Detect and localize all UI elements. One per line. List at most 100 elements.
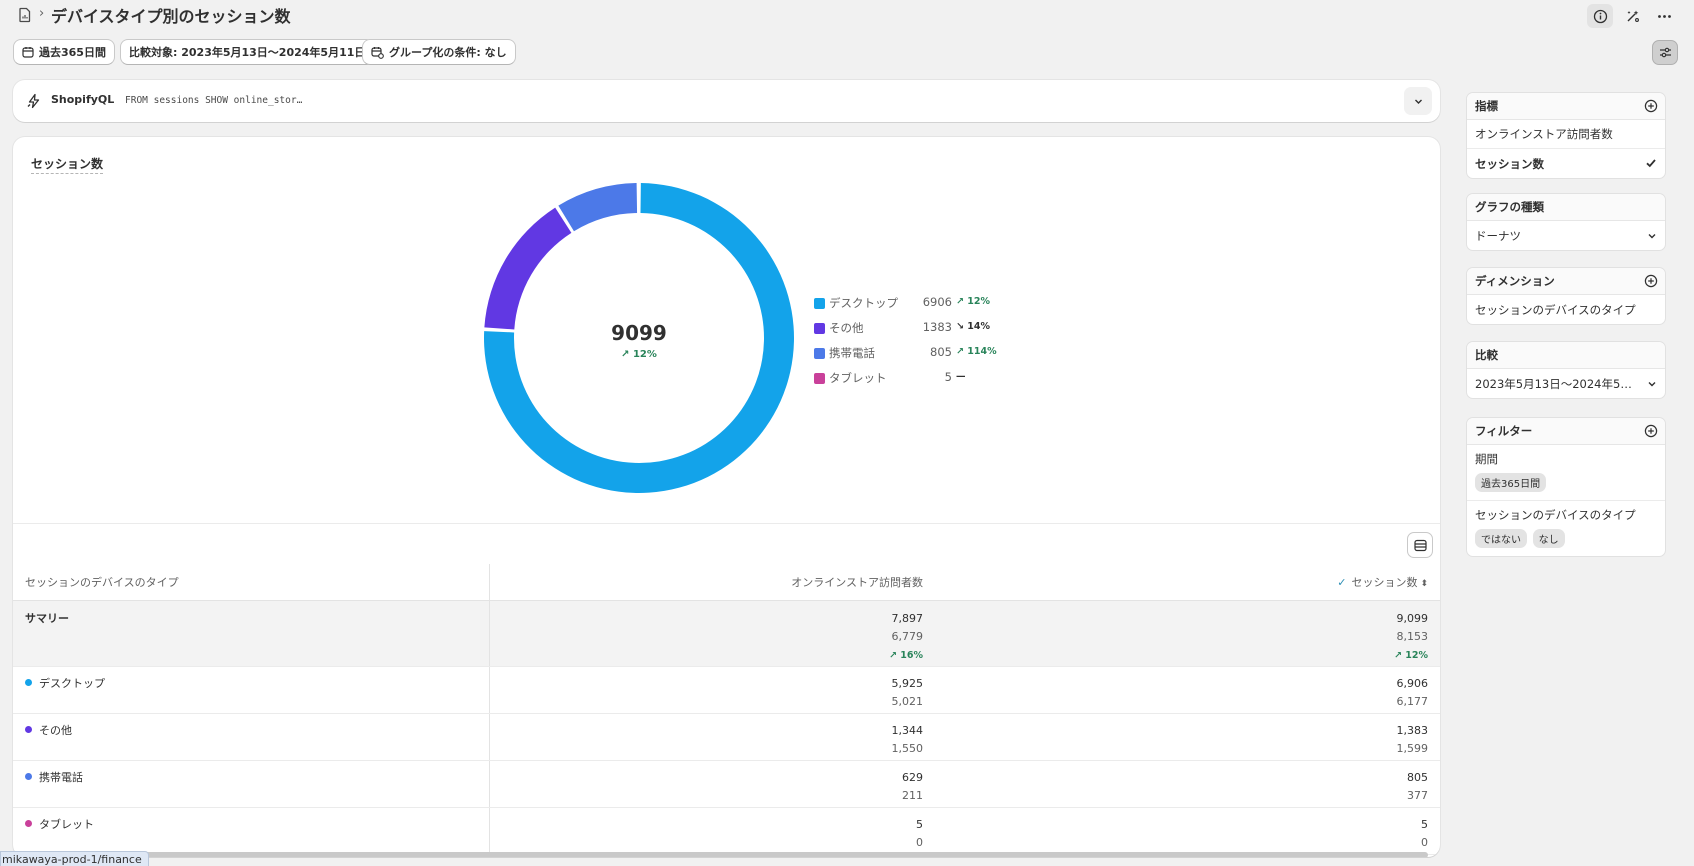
- date-range-button[interactable]: 過去365日間: [13, 39, 115, 65]
- lightning-icon: [26, 93, 42, 112]
- comparison-heading-label: 比較: [1475, 348, 1498, 362]
- expand-query-button[interactable]: [1404, 87, 1432, 115]
- summary-visitors-change: ↗ 16%: [888, 649, 923, 661]
- filter-period-pill[interactable]: 過去365日間: [1475, 473, 1547, 492]
- sessions-previous: 0: [1421, 835, 1428, 849]
- shopifyql-editor[interactable]: ShopifyQL FROM sessions SHOW online_stor…: [13, 80, 1440, 122]
- visitors-previous: 5,021: [891, 694, 924, 708]
- device-type-cell: その他: [13, 713, 490, 761]
- table-view-button[interactable]: [1407, 532, 1433, 558]
- shopifyql-label: ShopifyQL: [51, 93, 115, 106]
- sessions-current: 805: [1407, 770, 1428, 784]
- summary-visitors: 7,897 6,779 ↗ 16%: [489, 600, 935, 667]
- more-actions-button[interactable]: [1651, 4, 1677, 28]
- legend-item[interactable]: 携帯電話 805 ↗ 114%: [814, 345, 1014, 370]
- legend-item[interactable]: デスクトップ 6906 ↗ 12%: [814, 295, 1014, 320]
- chart-type-panel: グラフの種類 ドーナツ: [1466, 193, 1666, 251]
- legend-item[interactable]: タブレット 5 —: [814, 370, 1014, 395]
- legend-swatch: [814, 323, 825, 334]
- device-type-label: 携帯電話: [39, 770, 83, 784]
- sidekick-button[interactable]: [1619, 4, 1645, 28]
- filter-operator-pill[interactable]: ではない: [1475, 529, 1527, 548]
- dimension-panel: ディメンション セッションのデバイスのタイプ: [1466, 267, 1666, 325]
- column-header-visitors-label: オンラインストア訪問者数: [791, 575, 923, 589]
- horizontal-scrollbar[interactable]: [13, 852, 1428, 857]
- dimension-item[interactable]: セッションのデバイスのタイプ: [1467, 295, 1665, 324]
- legend-label: その他: [829, 321, 864, 335]
- table-row[interactable]: デスクトップ 5,925 5,021 6,906 6,177: [13, 666, 1440, 714]
- sessions-current: 5: [1421, 817, 1428, 831]
- chart-type-heading-label: グラフの種類: [1475, 200, 1544, 214]
- table-row[interactable]: その他 1,344 1,550 1,383 1,599: [13, 713, 1440, 761]
- device-type-cell: 携帯電話: [13, 760, 490, 808]
- summary-sessions: 9,099 8,153 ↗ 12%: [935, 600, 1440, 667]
- comparison-select[interactable]: 2023年5月13日〜2024年5月11日: [1467, 369, 1665, 398]
- report-icon[interactable]: [18, 7, 32, 23]
- sessions-previous: 1,599: [1396, 741, 1429, 755]
- filter-device-type[interactable]: セッションのデバイスのタイプ ではない なし: [1467, 501, 1665, 556]
- info-button[interactable]: [1587, 4, 1613, 28]
- sorted-check-icon: ✓: [1337, 575, 1347, 589]
- metric-item-visitors[interactable]: オンラインストア訪問者数: [1467, 120, 1665, 149]
- comparison-value: 2023年5月13日〜2024年5月11日: [1475, 376, 1639, 391]
- sidebar-toggle-button[interactable]: [1652, 40, 1678, 65]
- add-dimension-icon[interactable]: [1644, 274, 1658, 288]
- legend-change: ↗ 12%: [956, 296, 991, 307]
- filter-panel: フィルター 期間 過去365日間 セッションのデバイスのタイプ ではない なし: [1466, 417, 1666, 557]
- device-type-cell: デスクトップ: [13, 666, 490, 714]
- summary-visitors-change-value: 16%: [900, 649, 923, 661]
- chart-type-select[interactable]: ドーナツ: [1467, 221, 1665, 250]
- donut-chart: [484, 183, 794, 493]
- column-header-device-type[interactable]: セッションのデバイスのタイプ: [13, 564, 490, 601]
- donut-slice[interactable]: [484, 207, 572, 330]
- metrics-heading: 指標: [1467, 93, 1665, 120]
- legend-value: 805: [930, 345, 952, 359]
- grouping-button[interactable]: グループ化の条件: なし: [362, 39, 516, 65]
- legend-change: ↗ 114%: [956, 346, 997, 357]
- summary-visitors-current: 7,897: [891, 611, 924, 625]
- summary-visitors-previous: 6,779: [891, 629, 924, 643]
- table-row[interactable]: タブレット 5 0 5 0: [13, 807, 1440, 855]
- visitors-previous: 1,550: [891, 741, 924, 755]
- metric-item-sessions[interactable]: セッション数: [1467, 149, 1665, 178]
- legend-value: 1383: [922, 320, 952, 334]
- column-header-visitors[interactable]: オンラインストア訪問者数: [489, 564, 935, 601]
- donut-slice[interactable]: [558, 183, 638, 232]
- filter-value-pill[interactable]: なし: [1532, 529, 1565, 548]
- series-dot: [25, 678, 32, 686]
- sessions-current: 6,906: [1396, 676, 1429, 690]
- series-dot: [25, 772, 32, 780]
- sliders-icon: [1659, 47, 1671, 58]
- device-type-label: その他: [39, 723, 72, 737]
- filter-device-label: セッションのデバイスのタイプ: [1475, 508, 1636, 522]
- table-row[interactable]: 携帯電話 629 211 805 377: [13, 760, 1440, 808]
- column-header-sessions-label: セッション数: [1351, 575, 1418, 589]
- column-header-sessions[interactable]: ✓ セッション数 ⬍: [935, 564, 1440, 601]
- legend-change-value: 114%: [967, 346, 997, 357]
- metric-item-visitors-label: オンラインストア訪問者数: [1475, 127, 1613, 141]
- visitors-current: 5: [916, 817, 923, 831]
- dimension-heading: ディメンション: [1467, 268, 1665, 295]
- dimension-heading-label: ディメンション: [1475, 274, 1555, 288]
- filter-period[interactable]: 期間 過去365日間: [1467, 445, 1665, 501]
- summary-row: サマリー 7,897 6,779 ↗ 16% 9,099 8,153 ↗ 12%: [13, 600, 1440, 667]
- legend-value: 5: [944, 370, 952, 384]
- comparison-button[interactable]: 比較対象: 2023年5月13日〜2024年5月11日: [120, 39, 375, 65]
- shopifyql-query[interactable]: FROM sessions SHOW online_stor…: [125, 95, 303, 106]
- visitors-previous: 211: [902, 788, 923, 802]
- sort-icon[interactable]: ⬍: [1420, 578, 1428, 589]
- info-icon: [1593, 9, 1607, 23]
- add-filter-icon[interactable]: [1644, 424, 1658, 438]
- data-table: セッションのデバイスのタイプ オンラインストア訪問者数 ✓ セッション数 ⬍ サマリ…: [13, 564, 1440, 855]
- legend-change-value: 14%: [967, 321, 991, 332]
- legend-item[interactable]: その他 1383 ↘ 14%: [814, 320, 1014, 345]
- divider: [13, 523, 1440, 524]
- legend-label: タブレット: [829, 371, 887, 385]
- legend-swatch: [814, 348, 825, 359]
- table-header-row: セッションのデバイスのタイプ オンラインストア訪問者数 ✓ セッション数 ⬍: [13, 564, 1440, 601]
- add-metric-icon[interactable]: [1644, 99, 1658, 113]
- chevron-down-icon: [1648, 382, 1656, 387]
- calendar-group-icon: [371, 46, 384, 59]
- summary-sessions-previous: 8,153: [1396, 629, 1429, 643]
